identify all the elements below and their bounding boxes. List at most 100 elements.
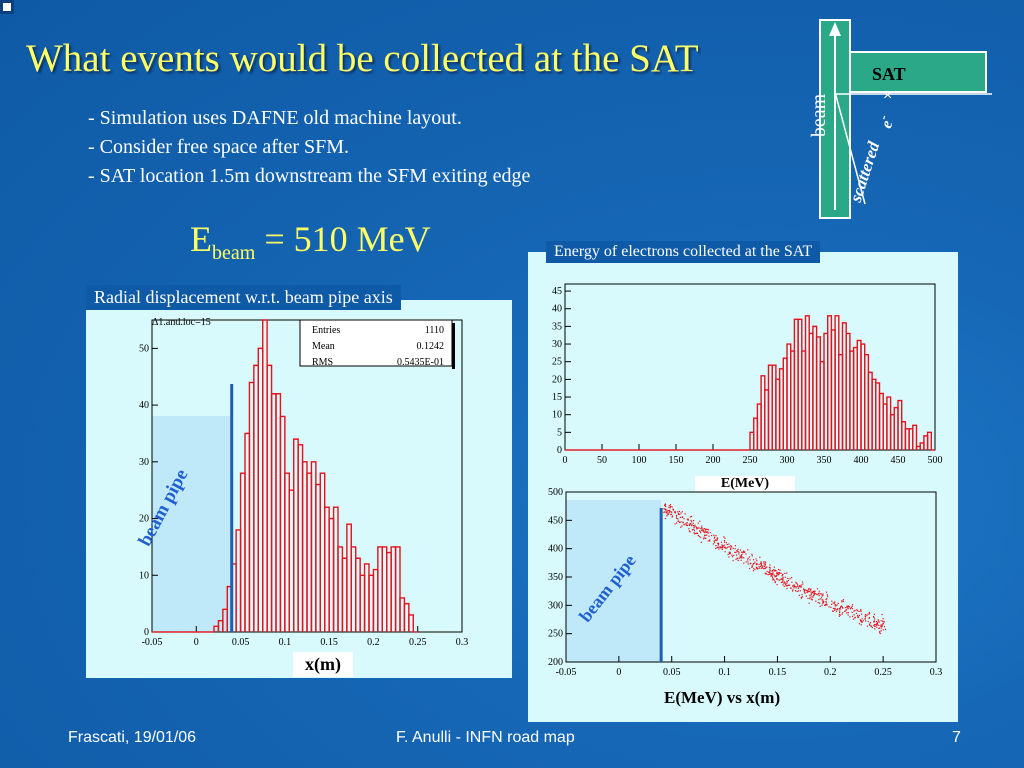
- scatter-point: [841, 600, 843, 602]
- scatter-point: [847, 608, 849, 610]
- scatter-point: [689, 516, 691, 518]
- scatter-point: [776, 574, 778, 576]
- scatter-point: [875, 623, 877, 625]
- scatter-point: [807, 591, 809, 593]
- scatter-point: [822, 602, 824, 604]
- scatter-point: [672, 508, 674, 511]
- scatter-point: [755, 563, 757, 565]
- scatter-point: [692, 522, 694, 524]
- scatter-point: [769, 567, 771, 569]
- scatter-point: [724, 537, 726, 539]
- scatter-point: [743, 562, 745, 564]
- scatter-point: [736, 558, 739, 560]
- scatter-point: [756, 560, 758, 562]
- scatter-point: [795, 581, 797, 584]
- scatter-point: [854, 617, 856, 619]
- scatter-point: [767, 571, 770, 573]
- scatter-point: [728, 543, 730, 545]
- scatter-point: [731, 556, 734, 558]
- scatter-ytick-label: 200: [548, 657, 563, 668]
- scatter-point: [882, 620, 884, 622]
- energy-ytick-label: 45: [552, 286, 562, 297]
- scatter-point: [729, 553, 731, 555]
- scatter-point: [782, 579, 784, 581]
- scatter-point: [773, 570, 775, 572]
- scatter-point: [686, 521, 688, 524]
- displacement-bar: [394, 546, 401, 632]
- scatter-point: [776, 577, 778, 580]
- scatter-point: [879, 633, 881, 635]
- scatter-point: [800, 584, 803, 586]
- scatter-point: [681, 516, 683, 518]
- scatter-point: [834, 603, 836, 606]
- scatter-point: [792, 590, 794, 592]
- scatter-point: [781, 574, 784, 576]
- scatter-ytick-label: 450: [548, 515, 563, 526]
- scatter-point: [665, 511, 667, 514]
- scatter-point: [860, 610, 862, 612]
- scatter-point: [800, 596, 803, 598]
- scatter-point: [722, 545, 724, 548]
- scatter-point: [876, 622, 879, 624]
- scatter-point: [787, 579, 790, 581]
- scatter-point: [842, 599, 845, 601]
- scatter-point: [814, 593, 816, 595]
- scatter-point: [693, 530, 695, 532]
- scatter-point: [700, 528, 702, 530]
- scatter-point: [867, 620, 869, 623]
- energy-ytick-label: 25: [552, 357, 562, 368]
- scatter-point: [881, 625, 884, 627]
- scatter-point: [841, 605, 843, 608]
- scatter-point: [874, 623, 876, 626]
- scatter-point: [799, 585, 801, 587]
- scatter-point: [873, 620, 876, 622]
- scatter-point: [831, 600, 833, 602]
- scatter-point: [800, 597, 802, 599]
- scatter-point: [876, 626, 878, 628]
- scatter-point: [794, 585, 796, 587]
- displacement-ytick-label: 10: [139, 570, 149, 581]
- scatter-point: [779, 569, 781, 571]
- scatter-point: [681, 511, 683, 513]
- scatter-point: [810, 594, 812, 596]
- scatter-point: [882, 623, 884, 625]
- scatter-point: [786, 587, 788, 590]
- scatter-point: [704, 534, 706, 536]
- scatter-point: [714, 536, 716, 538]
- scatter-point: [869, 623, 871, 625]
- scatter-point: [747, 559, 749, 561]
- scatter-point: [865, 620, 867, 622]
- scatter-point: [752, 562, 755, 565]
- scatter-point: [777, 568, 780, 571]
- energy-histogram: 0 50 100 150 200 250 300 350 400 450 500 0 5 10 15 20 25…: [552, 283, 943, 466]
- scatter-point: [789, 578, 791, 580]
- scatter-point: [701, 529, 703, 531]
- scatter-point: [740, 551, 743, 553]
- scatter-point: [838, 613, 841, 616]
- scatter-point: [810, 589, 812, 591]
- energy-xtick-label: 250: [743, 455, 758, 466]
- scatter-point: [803, 588, 805, 590]
- scatter-xtick-label: 0.15: [769, 667, 787, 678]
- scatter-point: [818, 590, 820, 592]
- scatter-point: [754, 561, 756, 563]
- scatter-point: [698, 535, 700, 538]
- scatter-point: [822, 602, 824, 604]
- scatter-point: [763, 563, 765, 565]
- scatter-point: [813, 592, 815, 594]
- scatter-point: [751, 565, 753, 567]
- scatter-point: [702, 529, 705, 531]
- scatter-point: [725, 542, 727, 544]
- stats-value-entries: 1110: [425, 325, 444, 336]
- scatter-point: [737, 559, 739, 562]
- scatter-point: [878, 620, 880, 622]
- scatter-point: [743, 557, 745, 559]
- scatter-point: [725, 547, 727, 549]
- scatter-point: [663, 511, 665, 513]
- scatter-point: [846, 605, 848, 607]
- scatter-point: [799, 590, 801, 592]
- scatter-point: [773, 569, 775, 572]
- scatter-point: [835, 605, 837, 607]
- scatter-point: [755, 558, 757, 560]
- scatter-point: [703, 538, 705, 540]
